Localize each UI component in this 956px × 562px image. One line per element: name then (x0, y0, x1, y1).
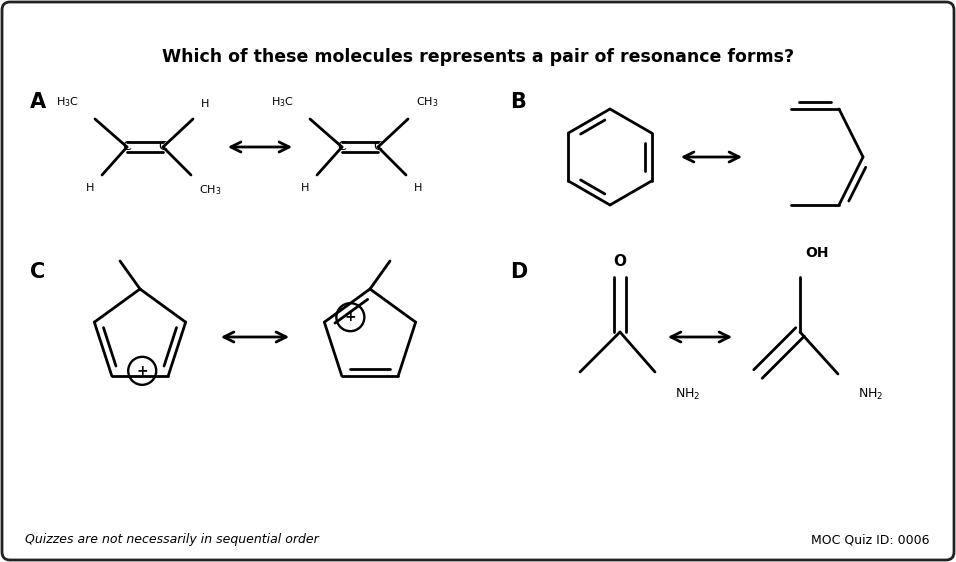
Text: Which of these molecules represents a pair of resonance forms?: Which of these molecules represents a pa… (162, 48, 794, 66)
Text: $\mathregular{H_3C}$: $\mathregular{H_3C}$ (272, 95, 294, 109)
Text: A: A (30, 92, 46, 112)
Text: +: + (137, 364, 148, 378)
Text: Quizzes are not necessarily in sequential order: Quizzes are not necessarily in sequentia… (25, 533, 318, 546)
Text: D: D (510, 262, 528, 282)
Text: H: H (300, 183, 309, 193)
Text: H: H (86, 183, 94, 193)
Text: H: H (414, 183, 423, 193)
Text: $\mathregular{H_3C}$: $\mathregular{H_3C}$ (56, 95, 79, 109)
Text: $\mathregular{CH_3}$: $\mathregular{CH_3}$ (416, 95, 439, 109)
Text: C: C (374, 140, 382, 153)
Text: B: B (510, 92, 526, 112)
Text: H: H (201, 99, 209, 109)
Text: OH: OH (805, 246, 829, 260)
Text: $\mathregular{NH_2}$: $\mathregular{NH_2}$ (858, 387, 883, 402)
Text: MOC Quiz ID: 0006: MOC Quiz ID: 0006 (812, 533, 930, 546)
Text: +: + (344, 310, 357, 324)
Text: C: C (337, 140, 346, 153)
Text: C: C (159, 140, 167, 153)
Text: $\mathregular{CH_3}$: $\mathregular{CH_3}$ (199, 183, 222, 197)
Text: C: C (122, 140, 131, 153)
Text: C: C (30, 262, 45, 282)
Text: O: O (614, 255, 626, 270)
Text: $\mathregular{NH_2}$: $\mathregular{NH_2}$ (675, 387, 701, 402)
